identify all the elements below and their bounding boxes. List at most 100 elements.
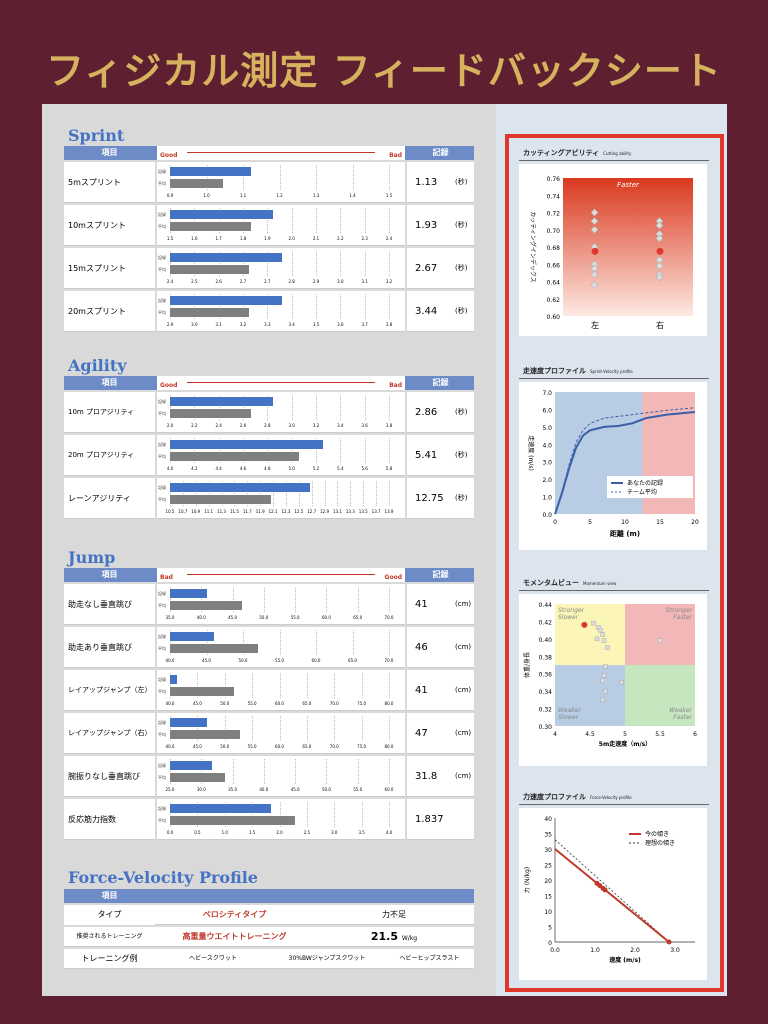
col-record: 記録 (407, 568, 474, 582)
x-label: 距離 (m) (610, 529, 640, 538)
tick-label: 2.6 (239, 423, 247, 428)
y-tick: 0.64 (547, 280, 561, 287)
tick-label: 40.0 (165, 658, 175, 663)
scale-bad-label: Good (384, 574, 402, 581)
tick-label: 45.0 (228, 615, 238, 620)
y-tick: 0.32 (539, 707, 553, 714)
row-label: 5mスプリント (64, 162, 155, 203)
legend-avg: 平均 (158, 732, 166, 737)
tick-label: 40.0 (196, 615, 206, 620)
row-label: レーンアジリティ (64, 478, 155, 519)
tick-label: 1.1 (239, 193, 247, 198)
y-tick: 0.62 (547, 297, 561, 304)
tick-label: 3.4 (288, 322, 295, 327)
row-label: 反応筋力指数 (64, 799, 155, 840)
sprint-heading: Sprint (68, 126, 125, 145)
bar-avg (170, 452, 300, 461)
value-unit: (cm) (455, 729, 472, 737)
value-number: 47 (415, 728, 428, 739)
row-value: 31.8 (cm) (407, 756, 474, 797)
row-value: 41 (cm) (407, 584, 474, 625)
legend-mine: 記録 (158, 806, 166, 811)
value-number: 3.44 (415, 306, 438, 317)
team-point (601, 673, 607, 678)
value-number: 46 (415, 642, 428, 653)
team-point (590, 208, 599, 217)
row-bar-chart: 25.0 30.0 35.0 40.0 45.0 50.0 55.0 60.0 記録 平均 (157, 756, 405, 797)
y-tick: 5.0 (542, 425, 552, 432)
row-label: レイアップジャンプ（左） (64, 670, 155, 711)
tick-label: 4.2 (191, 466, 198, 471)
tick-label: 3.0 (288, 423, 295, 428)
y-tick: 25 (544, 863, 552, 870)
tick-label: 3.6 (361, 423, 368, 428)
tick-label: 4.0 (166, 466, 174, 471)
y-tick: 30 (544, 847, 552, 854)
sprint-velocity-svg: 7.0 6.0 5.0 4.0 3.0 2.0 1.0 0.00 5 10 15 20 走速度 (m/s… (527, 390, 699, 538)
tick-label: 1.5 (385, 193, 393, 198)
x-tick: 0.0 (550, 947, 560, 954)
value-number: 31.8 (415, 771, 438, 782)
value-number: 1.93 (415, 220, 438, 231)
legend-avg: 平均 (158, 224, 166, 229)
row-value: 12.75 (秒) (407, 478, 474, 519)
legend-mine: 記録 (158, 442, 166, 447)
tick-label: 0.9 (166, 193, 174, 198)
tick-label: 60.0 (384, 787, 394, 792)
value-number: 1.837 (415, 814, 444, 825)
tick-label: 5.4 (337, 466, 344, 471)
tick-label: 1.8 (239, 236, 247, 241)
x-category: 左 (591, 320, 599, 330)
tick-label: 5.8 (385, 466, 393, 471)
tick-label: 75.0 (357, 701, 367, 706)
tick-label: 55.0 (247, 744, 257, 749)
tick-label: 5.0 (288, 466, 295, 471)
legend-mine: 記録 (158, 591, 166, 596)
value-unit: (cm) (455, 643, 472, 651)
value-number: 41 (415, 599, 428, 610)
value-unit: (cm) (455, 686, 472, 694)
x-tick: 4 (553, 731, 557, 738)
tick-label: 70.0 (384, 658, 394, 663)
tick-label: 11.3 (217, 509, 226, 514)
tick-label: 0.5 (194, 830, 201, 835)
tick-label: 60.0 (321, 615, 331, 620)
tick-label: 40.0 (259, 787, 269, 792)
y-tick: 2.0 (542, 477, 552, 484)
scale-good-label: Good (160, 382, 178, 389)
tick-label: 13.1 (333, 509, 342, 514)
tick-label: 13.7 (371, 509, 381, 514)
bar-avg (170, 265, 249, 274)
team-point (600, 632, 605, 637)
tick-label: 4.8 (264, 466, 271, 471)
row-bar-chart: 2.4 2.5 2.6 2.7 2.7 2.8 2.9 3.0 3.1 3.2 記録 平均 (157, 248, 405, 289)
x-label: 5m走速度（m/s） (599, 740, 651, 748)
tick-label: 4.6 (239, 466, 247, 471)
row-label: 腕振りなし垂直跳び (64, 756, 155, 797)
bar-mine (170, 440, 324, 449)
sprint-velocity-chart: 7.0 6.0 5.0 4.0 3.0 2.0 1.0 0.0 0 5 10 15 20 走速度 (m/s… (519, 382, 707, 550)
team-point (600, 678, 605, 683)
row-value: 46 (cm) (407, 627, 474, 668)
tick-label: 60.0 (311, 658, 321, 663)
tick-label: 2.3 (361, 236, 368, 241)
tick-label: 60.0 (275, 744, 284, 749)
tick-label: 3.1 (361, 279, 368, 284)
tick-label: 5.6 (361, 466, 368, 471)
tick-label: 3.3 (264, 322, 271, 327)
fv-heading: Force-Velocity Profile (68, 868, 258, 887)
tick-label: 65.0 (302, 701, 312, 706)
y-tick: 15 (544, 894, 552, 901)
agility-heading: Agility (68, 356, 127, 375)
tick-label: 80.0 (384, 744, 394, 749)
row-value: 5.41 (秒) (407, 435, 474, 476)
force-velocity-svg: 40 35 30 25 20 15 10 5 00.0 1.0 2.0 3.0 力 (N/kg) 速度 (… (523, 816, 695, 964)
quadrant-label: Faster (673, 714, 692, 721)
faster-gradient (563, 178, 693, 316)
tick-label: 55.0 (290, 615, 300, 620)
legend-mine: 記録 (158, 677, 166, 682)
bar-avg (170, 409, 252, 418)
quadrant-weaker-slower (555, 665, 625, 726)
row-label: 助走あり垂直跳び (64, 627, 155, 668)
row-value: 41 (cm) (407, 670, 474, 711)
